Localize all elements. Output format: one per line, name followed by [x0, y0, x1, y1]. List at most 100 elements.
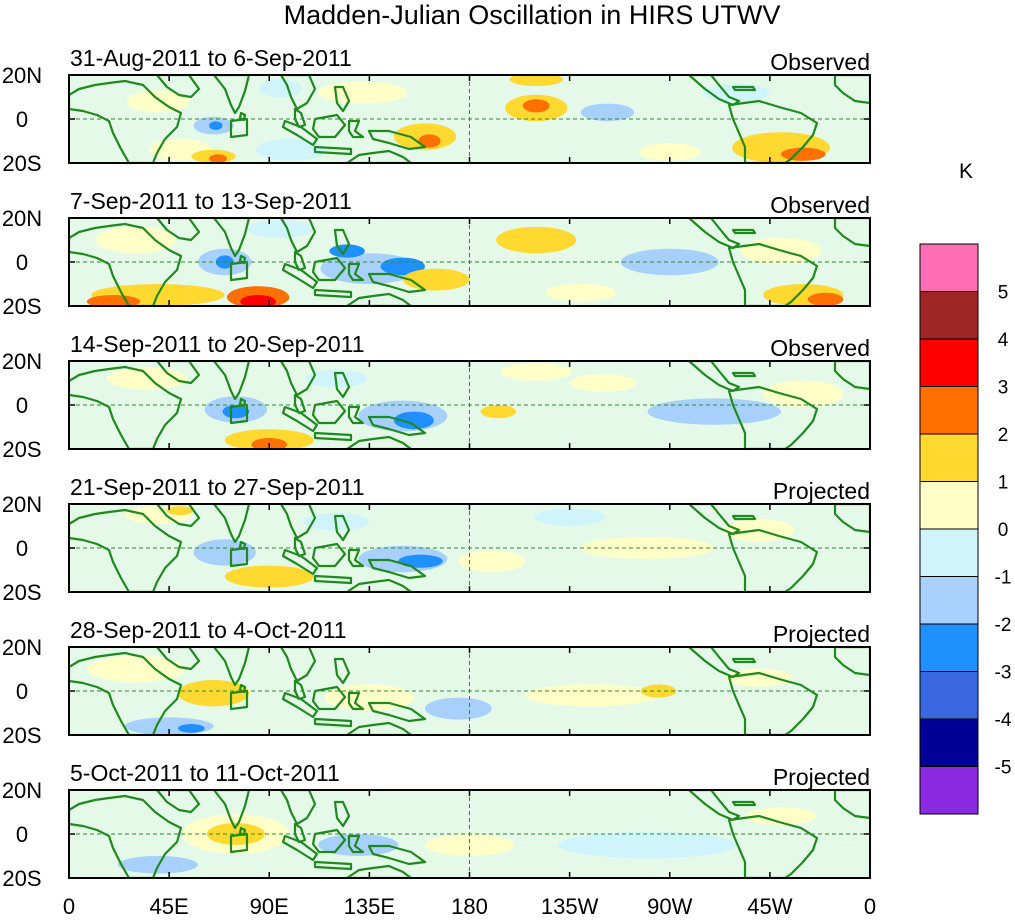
- lat-label: 20S: [2, 580, 41, 605]
- anomaly-blob: [763, 380, 844, 408]
- anomaly-blob: [545, 284, 617, 302]
- anomaly-blob: [580, 537, 715, 559]
- anomaly-blob: [318, 81, 408, 104]
- panel-period: 7-Sep-2011 to 13-Sep-2011: [70, 188, 352, 214]
- lon-label: 90W: [647, 894, 692, 919]
- lon-label: 45E: [150, 894, 189, 919]
- anomaly-blob: [458, 550, 526, 573]
- colorbar-bin: [919, 243, 979, 292]
- lon-label: 180: [451, 894, 488, 919]
- anomaly-blob: [480, 405, 517, 419]
- colorbar-bin: [919, 671, 979, 720]
- panels: 31-Aug-2011 to 6-Sep-2011 Observed 20N 0 20S…: [2, 45, 871, 891]
- lat-label: 0: [16, 393, 28, 418]
- anomaly-blob: [318, 834, 399, 856]
- panel-status: Projected: [773, 764, 870, 790]
- anomaly-blob: [807, 292, 844, 306]
- colorbar-bin: [919, 291, 979, 340]
- anomaly-blob: [178, 680, 250, 707]
- colorbar-tick: -3: [995, 663, 1012, 684]
- colorbar-bin: [919, 386, 979, 435]
- lat-label: 0: [16, 822, 28, 847]
- colorbar-tick: -2: [995, 615, 1012, 636]
- map-area: [68, 646, 871, 736]
- map-area: [68, 789, 871, 879]
- map-panel: 31-Aug-2011 to 6-Sep-2011 Observed 20N 0 20S: [2, 45, 871, 176]
- lat-label: 20N: [2, 635, 42, 660]
- map-panel: 28-Sep-2011 to 4-Oct-2011 Projected 20N 0 20…: [2, 617, 871, 748]
- longitude-axis: 0 45E 90E 135E 180 135W 90W 45W 0: [63, 894, 876, 919]
- anomaly-blob: [240, 295, 276, 306]
- anomaly-blob: [255, 138, 328, 161]
- colorbar-bin: [919, 766, 979, 815]
- colorbar-bin: [919, 481, 979, 530]
- lon-label: 90E: [250, 894, 289, 919]
- anomaly-blob: [178, 724, 205, 733]
- anomaly-blob: [418, 134, 441, 148]
- anomaly-blob: [209, 154, 227, 163]
- colorbar-bin: [919, 718, 979, 767]
- lat-label: 0: [16, 679, 28, 704]
- anomaly-blob: [638, 143, 701, 161]
- anomaly-blob: [258, 79, 303, 97]
- lat-label: 20S: [2, 723, 41, 748]
- colorbar-tick: -5: [995, 758, 1012, 779]
- anomaly-blob: [534, 508, 606, 526]
- anomaly-blob: [222, 405, 250, 419]
- anomaly-blob: [166, 506, 194, 515]
- colorbar-tick: 0: [998, 520, 1009, 541]
- map-panel: 5-Oct-2011 to 11-Oct-2011 Projected 20N 0 20…: [2, 760, 871, 891]
- colorbar-tick: 3: [998, 378, 1009, 399]
- anomaly-blob: [206, 823, 265, 845]
- colorbar-bin: [919, 576, 979, 625]
- anomaly-blob: [247, 220, 314, 238]
- panel-status: Projected: [773, 478, 870, 504]
- colorbar-tick: 5: [998, 283, 1009, 304]
- lat-label: 0: [16, 107, 28, 132]
- anomaly-blob: [126, 90, 190, 113]
- anomaly-blob: [500, 363, 572, 381]
- colorbar-unit: K: [959, 160, 973, 183]
- anomaly-blob: [745, 807, 817, 826]
- colorbar-tick: 1: [998, 473, 1009, 494]
- lon-label: 135E: [344, 894, 395, 919]
- anomaly-blob: [95, 226, 176, 254]
- anomaly-blob: [425, 697, 492, 720]
- anomaly-blob: [558, 831, 737, 859]
- anomaly-blob: [398, 554, 443, 568]
- anomaly-blob: [522, 99, 550, 113]
- colorbar-tick: -1: [995, 568, 1012, 589]
- lon-label: 135W: [541, 894, 599, 919]
- map-panel: 7-Sep-2011 to 13-Sep-2011 Observed 20N 0 20S: [2, 188, 871, 319]
- lat-label: 20N: [2, 492, 42, 517]
- lat-label: 20N: [2, 206, 42, 231]
- lon-label: 45W: [747, 894, 792, 919]
- anomaly-blob: [496, 226, 577, 254]
- colorbar: K 5 4 3 2 1 0 -1 -2 -3 -4 -5: [919, 160, 1012, 815]
- lat-label: 20S: [2, 866, 41, 891]
- lat-label: 20N: [2, 349, 42, 374]
- lat-label: 20N: [2, 63, 42, 88]
- map-area: [68, 503, 871, 593]
- anomaly-blob: [86, 655, 185, 683]
- colorbar-tick: 4: [998, 330, 1009, 351]
- colorbar-bin: [919, 623, 979, 672]
- colorbar-bin: [919, 338, 979, 387]
- colorbar-tick: 2: [998, 425, 1009, 446]
- panel-period: 21-Sep-2011 to 27-Sep-2011: [70, 474, 365, 500]
- lon-label: 0: [63, 894, 75, 919]
- anomaly-blob: [402, 268, 470, 291]
- panel-period: 31-Aug-2011 to 6-Sep-2011: [70, 45, 352, 71]
- lat-label: 20S: [2, 437, 41, 462]
- anomaly-blob: [569, 374, 637, 392]
- map-area: [68, 74, 871, 164]
- map-area: [68, 360, 871, 450]
- map-area: [68, 217, 871, 307]
- map-panel: 21-Sep-2011 to 27-Sep-2011 Projected 20N 0 2…: [2, 474, 871, 605]
- lat-label: 20S: [2, 294, 41, 319]
- panel-period: 5-Oct-2011 to 11-Oct-2011: [70, 760, 340, 786]
- anomaly-blob: [209, 121, 223, 130]
- panel-status: Observed: [770, 49, 870, 75]
- anomaly-blob: [781, 147, 826, 161]
